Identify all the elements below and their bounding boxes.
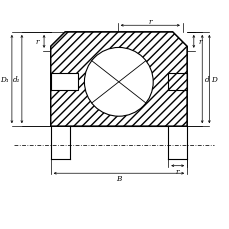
Polygon shape (50, 33, 186, 127)
Text: B: B (116, 174, 121, 182)
Bar (50, 74, 78, 91)
Text: r: r (148, 18, 151, 26)
Text: d: d (204, 76, 208, 84)
Text: r: r (198, 38, 201, 46)
Text: d₁: d₁ (13, 76, 20, 84)
Text: r: r (175, 167, 179, 175)
Text: D: D (211, 76, 216, 84)
Circle shape (84, 48, 153, 117)
Bar (168, 74, 186, 91)
Text: D₁: D₁ (0, 76, 9, 84)
Polygon shape (50, 33, 186, 127)
Text: r: r (35, 38, 39, 46)
